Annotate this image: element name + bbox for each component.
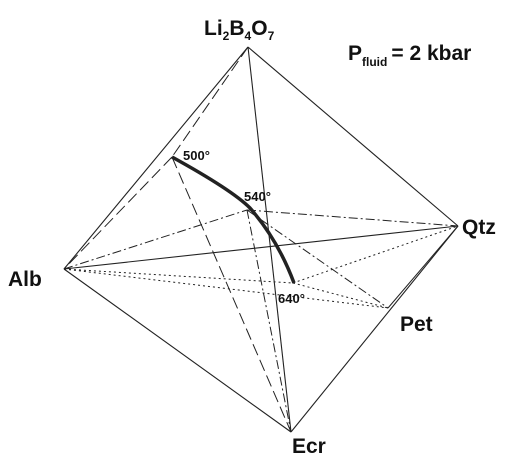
edge (290, 225, 459, 433)
pressure-label: Pfluid = 2 kbar (348, 42, 471, 69)
edge (247, 46, 292, 433)
dashed-line (63, 156, 173, 270)
pressure-subscript: fluid (362, 55, 387, 69)
vertex-label: Qtz (462, 216, 496, 239)
edge (63, 268, 292, 433)
temperature-label: 640° (278, 291, 305, 306)
dashed-lines (63, 46, 292, 433)
apex-sub: 7 (268, 29, 275, 43)
dash-dot-line (63, 209, 248, 270)
edge (63, 46, 249, 270)
apex-part: B (229, 17, 244, 40)
dash-dot-line (246, 209, 459, 227)
edge (387, 225, 459, 309)
vertex-label: Pet (400, 313, 433, 336)
edge (63, 225, 459, 270)
liquidus-curve (171, 155, 296, 284)
dotted-line (292, 225, 459, 284)
vertex-label: Alb (8, 268, 42, 291)
pressure-symbol: P (348, 42, 362, 65)
temperature-label: 500° (183, 148, 210, 163)
dotted-line (292, 282, 389, 309)
apex-part: Li (204, 17, 223, 40)
dashed-line (171, 156, 292, 433)
vertex-label: Ecr (292, 435, 326, 458)
apex-sub: 2 (223, 29, 230, 43)
dotted-line (63, 268, 294, 284)
dotted-line (63, 268, 389, 309)
solid-edges (63, 46, 459, 433)
dotted-lines (63, 225, 459, 309)
dash-dot-lines (63, 209, 459, 433)
apex-sub: 4 (245, 29, 252, 43)
dash-dot-line (246, 209, 292, 433)
apex-label: Li2B4O7 (204, 17, 275, 43)
temperature-label: 540° (244, 189, 271, 204)
edge (247, 46, 459, 227)
dashed-line (171, 46, 249, 158)
apex-part: O (251, 17, 267, 40)
dash-dot-line (246, 209, 389, 309)
pressure-value: = 2 kbar (391, 42, 471, 65)
